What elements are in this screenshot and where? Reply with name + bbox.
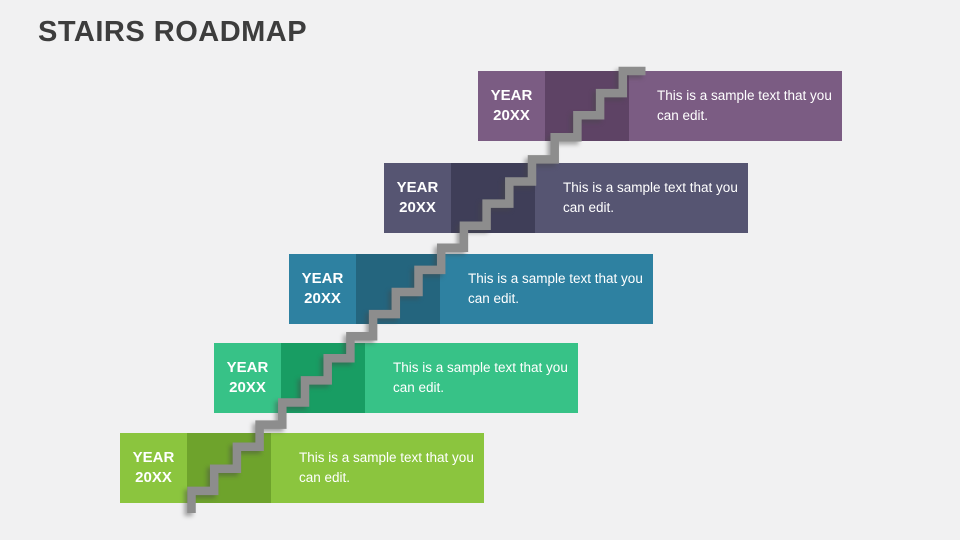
step-dark-band	[187, 433, 271, 503]
step-description: This is a sample text that you can edit.	[563, 180, 738, 215]
year-label-line2: 20XX	[229, 379, 266, 396]
year-label-line2: 20XX	[135, 469, 172, 486]
roadmap-step-2[interactable]: YEAR 20XX This is a sample text that you…	[214, 343, 578, 413]
year-label-line2: 20XX	[493, 107, 530, 124]
step-body: This is a sample text that you can edit.	[535, 163, 748, 233]
year-label-line1: YEAR	[301, 270, 344, 287]
step-body: This is a sample text that you can edit.	[629, 71, 842, 141]
step-description: This is a sample text that you can edit.	[468, 271, 643, 306]
step-dark-band	[356, 254, 440, 324]
step-description: This is a sample text that you can edit.	[299, 450, 474, 485]
roadmap-step-5[interactable]: YEAR 20XX This is a sample text that you…	[478, 71, 842, 141]
year-label: YEAR 20XX	[214, 343, 281, 413]
step-description: This is a sample text that you can edit.	[393, 360, 568, 395]
year-label-line1: YEAR	[132, 449, 175, 466]
step-dark-band	[451, 163, 535, 233]
year-label: YEAR 20XX	[289, 254, 356, 324]
year-label-line2: 20XX	[399, 199, 436, 216]
roadmap-step-1[interactable]: YEAR 20XX This is a sample text that you…	[120, 433, 484, 503]
step-body: This is a sample text that you can edit.	[365, 343, 578, 413]
roadmap-step-4[interactable]: YEAR 20XX This is a sample text that you…	[384, 163, 748, 233]
step-description: This is a sample text that you can edit.	[657, 88, 832, 123]
year-label: YEAR 20XX	[120, 433, 187, 503]
step-body: This is a sample text that you can edit.	[271, 433, 484, 503]
year-label: YEAR 20XX	[478, 71, 545, 141]
step-dark-band	[281, 343, 365, 413]
year-label-line1: YEAR	[490, 87, 533, 104]
year-label: YEAR 20XX	[384, 163, 451, 233]
page-title: STAIRS ROADMAP	[38, 16, 308, 48]
year-label-line1: YEAR	[226, 359, 269, 376]
step-dark-band	[545, 71, 629, 141]
year-label-line1: YEAR	[396, 179, 439, 196]
step-body: This is a sample text that you can edit.	[440, 254, 653, 324]
roadmap-step-3[interactable]: YEAR 20XX This is a sample text that you…	[289, 254, 653, 324]
year-label-line2: 20XX	[304, 290, 341, 307]
